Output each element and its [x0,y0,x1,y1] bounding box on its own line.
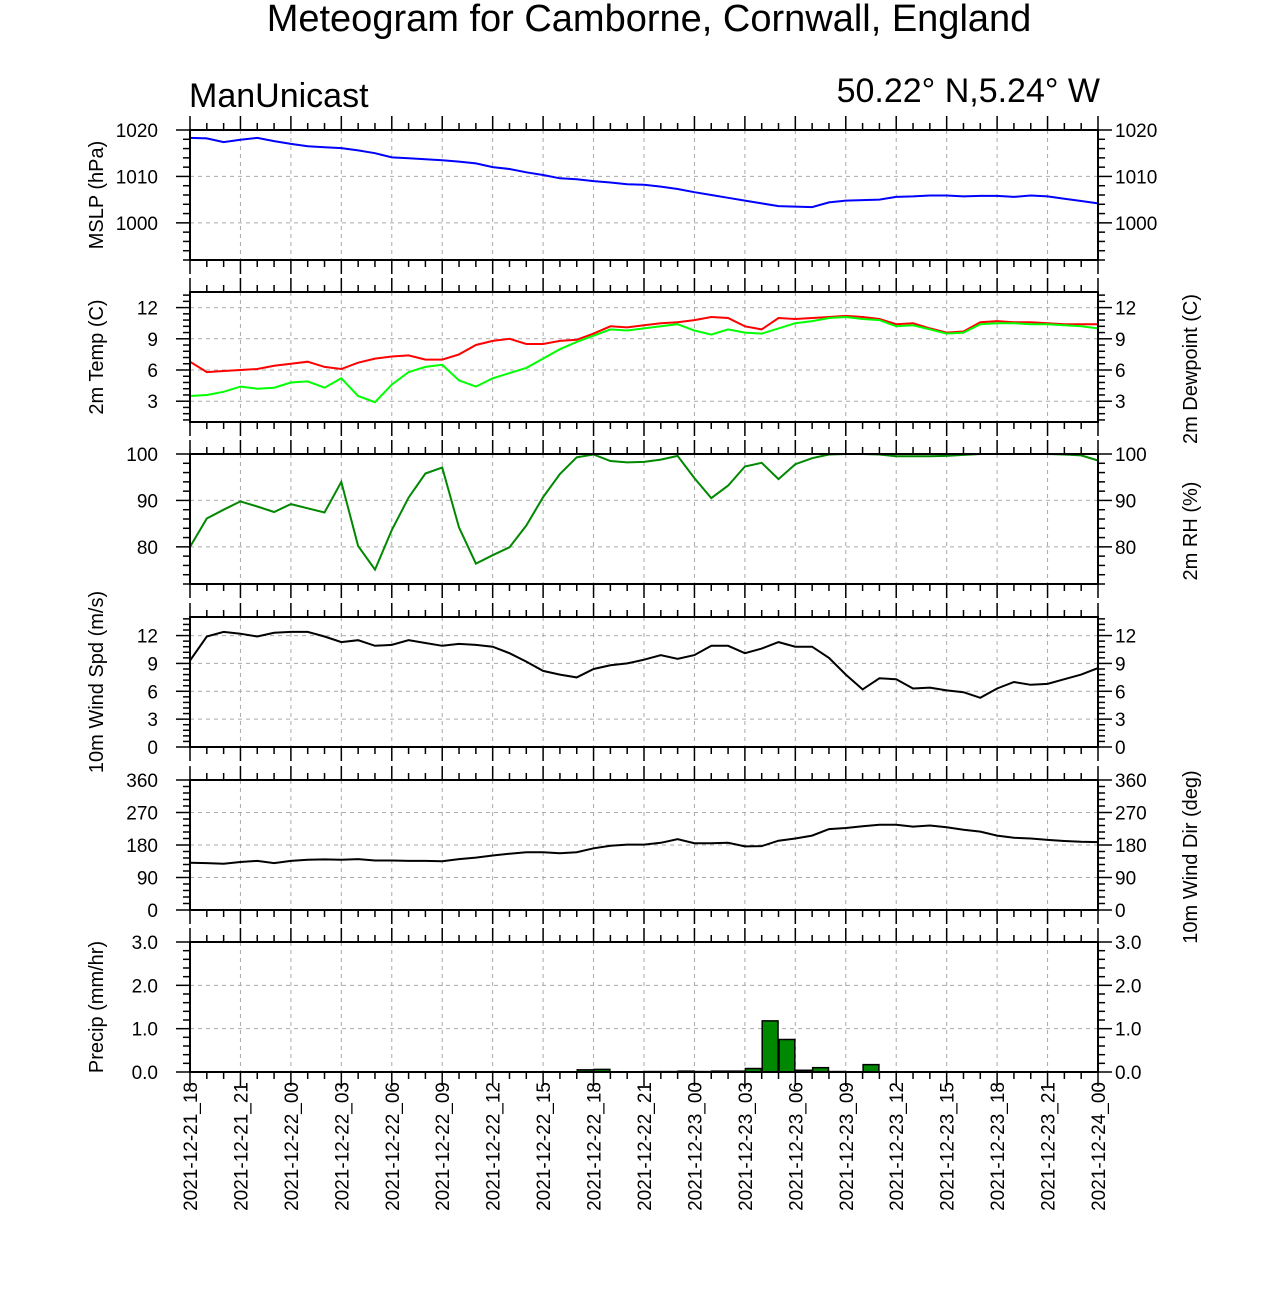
x-tick-label: 2021-12-24_00 [1089,1082,1110,1211]
y-tick-label-right: 360 [1115,771,1147,792]
y-tick-label-left: 0 [147,901,158,922]
y-axis-label-left: MSLP (hPa) [86,141,108,250]
precip-bar [862,1063,880,1073]
y-tick-label-left: 6 [147,361,158,382]
y-tick-label-right: 1000 [1115,214,1157,235]
y-tick-label-left: 9 [147,654,158,675]
x-tick-label: 2021-12-23_03 [736,1082,757,1211]
y-tick-label-left: 3.0 [132,933,158,954]
y-tick-label-right: 3 [1115,392,1126,413]
y-tick-label-right: 90 [1115,869,1136,890]
x-tick-label: 2021-12-23_09 [837,1082,858,1211]
series-line-2 [189,315,1099,404]
panel-4: 0 0 3 3 6 6 9 9 12 12 10m Wind Spd (m/s) [86,591,1136,773]
y-tick-label-right: 0.0 [1115,1063,1141,1084]
precip-bar [761,1020,779,1073]
x-tick-label: 2021-12-21_21 [231,1082,252,1211]
y-tick-label-right: 100 [1115,445,1147,466]
y-tick-label-left: 1020 [116,121,158,142]
x-tick-label: 2021-12-22_12 [484,1082,505,1211]
y-tick-label-right: 180 [1115,836,1147,857]
y-tick-label-left: 270 [126,804,158,825]
y-axis-label-right: 2m Dewpoint (C) [1180,294,1202,444]
x-tick-label: 2021-12-23_06 [786,1082,807,1211]
x-tick-label: 2021-12-23_21 [1039,1082,1060,1211]
y-tick-label-left: 2.0 [132,976,158,997]
y-tick-label-left: 3 [147,710,158,731]
y-tick-label-left: 12 [137,627,158,648]
y-tick-label-left: 1010 [116,167,158,188]
y-axis-label-left: 2m Temp (C) [86,299,108,414]
y-tick-label-left: 80 [137,538,158,559]
y-tick-label-right: 1020 [1115,121,1157,142]
y-axis-label-left: Precip (mm/hr) [86,941,108,1073]
y-tick-label-right: 6 [1115,682,1126,703]
series-line-1 [189,823,1099,865]
x-tick-label: 2021-12-22_18 [585,1082,606,1211]
y-tick-label-right: 12 [1115,627,1136,648]
y-tick-label-left: 90 [137,869,158,890]
y-tick-label-right: 9 [1115,330,1126,351]
y-tick-label-right: 2.0 [1115,976,1141,997]
x-tick-label: 2021-12-22_21 [635,1082,656,1211]
y-tick-label-left: 360 [126,771,158,792]
y-tick-label-left: 0.0 [132,1063,158,1084]
panel-6: 0.0 0.0 1.0 1.0 2.0 2.0 3.0 3.0 Precip (mm/hr) [86,928,1141,1086]
y-tick-label-left: 0 [147,738,158,759]
series-line-1 [189,136,1099,209]
y-tick-label-left: 9 [147,330,158,351]
x-axis-labels: 2021-12-21_18 2021-12-21_21 2021-12-22_00 2… [181,1082,1110,1211]
x-tick-label: 2021-12-21_18 [181,1082,202,1211]
y-tick-label-right: 1.0 [1115,1020,1141,1041]
x-tick-label: 2021-12-22_15 [534,1082,555,1211]
chart-title: Meteogram for Camborne, Cornwall, Englan… [266,0,1032,40]
y-tick-label-left: 3 [147,392,158,413]
y-tick-label-left: 100 [126,445,158,466]
y-tick-label-right: 9 [1115,654,1126,675]
y-tick-label-left: 12 [137,299,158,320]
x-tick-label: 2021-12-23_18 [988,1082,1009,1211]
y-tick-label-left: 180 [126,836,158,857]
y-axis-label-left: 10m Wind Spd (m/s) [86,591,108,773]
precip-bar [778,1038,796,1073]
series-line-1 [189,453,1099,572]
y-tick-label-left: 90 [137,491,158,512]
x-tick-label: 2021-12-22_06 [383,1082,404,1211]
x-tick-label: 2021-12-23_12 [887,1082,908,1211]
model-name: ManUnicast [189,77,369,115]
panel-5: 0 0 90 90 180 180 270 270 360 360 10m Wind Dir (de… [126,766,1202,944]
panel-3: 80 80 90 90 100 100 2m RH (%) [126,440,1202,598]
y-tick-label-right: 3 [1115,710,1126,731]
x-tick-label: 2021-12-22_00 [282,1082,303,1211]
y-tick-label-right: 3.0 [1115,933,1141,954]
y-tick-label-right: 1010 [1115,167,1157,188]
panel-1: 1000 1000 1010 1010 1020 1020 MSLP (hPa) [86,116,1157,274]
x-tick-label: 2021-12-22_03 [332,1082,353,1211]
x-tick-label: 2021-12-22_09 [433,1082,454,1211]
y-axis-label-right: 10m Wind Dir (deg) [1180,770,1202,943]
x-tick-label: 2021-12-23_15 [938,1082,959,1211]
y-tick-label-right: 12 [1115,299,1136,320]
y-tick-label-left: 1.0 [132,1020,158,1041]
y-tick-label-left: 1000 [116,214,158,235]
y-tick-label-right: 90 [1115,491,1136,512]
location-coordinates: 50.22° N,5.24° W [836,72,1100,110]
y-tick-label-right: 0 [1115,901,1126,922]
y-axis-label-right: 2m RH (%) [1180,482,1202,581]
y-tick-label-left: 6 [147,682,158,703]
y-tick-label-right: 270 [1115,804,1147,825]
y-tick-label-right: 80 [1115,538,1136,559]
y-tick-label-right: 6 [1115,361,1126,382]
series-line-1 [189,630,1099,699]
panel-2: 3 3 6 6 9 9 12 12 2m Temp (C) 2m Dewpoint (C) [86,278,1202,444]
x-tick-label: 2021-12-23_00 [685,1082,706,1211]
y-tick-label-right: 0 [1115,738,1126,759]
